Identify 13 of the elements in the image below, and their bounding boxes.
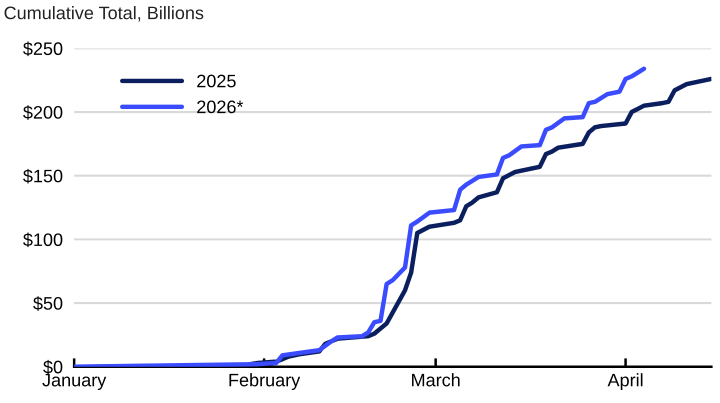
y-tick-label: $150 [23,168,62,184]
x-tick-label: April [608,373,642,390]
y-tick-label: $200 [23,105,62,120]
x-tick-label: January [42,374,106,390]
legend-label: 2026* [197,100,244,114]
legend-label: 2025 [197,74,236,88]
y-tick-label: $50 [33,296,62,311]
y-tick-label: $250 [23,42,62,56]
x-tick-label: March [412,373,460,386]
y-tick-label: $100 [23,232,62,248]
x-tick-label: February [229,373,300,390]
chart-title: Cumulative Total, Billions [4,6,204,22]
y-tick-label: $0 [43,360,62,375]
